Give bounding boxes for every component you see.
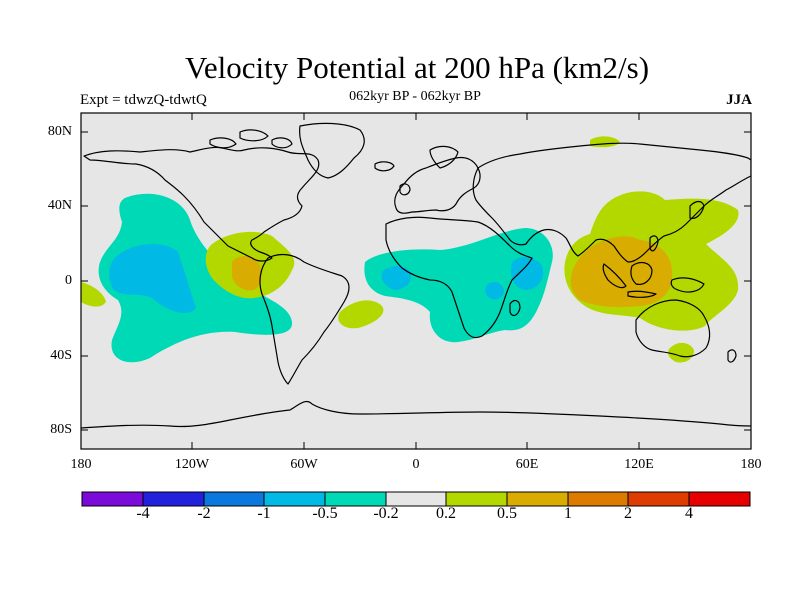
coast-java <box>627 290 657 298</box>
contour-africa-neg05-east <box>510 257 544 290</box>
contour-africa-neg05-south <box>485 282 504 300</box>
colorbar-box-6 <box>385 491 447 507</box>
coast-madagascar <box>509 299 521 317</box>
coast-arctic-islands-2 <box>209 137 237 149</box>
colorbar-box-3 <box>203 491 265 507</box>
coast-greenland <box>299 122 365 179</box>
experiment-label: Expt = tdwzQ-tdwtQ <box>80 92 207 108</box>
coast-scandinavia <box>429 145 459 169</box>
lon-label-120w: 120W <box>174 457 210 472</box>
contour-fill-layer <box>81 136 739 363</box>
lat-label-80n: 80N <box>47 124 72 139</box>
colorbar-box-1 <box>81 491 144 507</box>
colorbar-box-11 <box>688 491 751 507</box>
period-label: 062kyr BP - 062kyr BP <box>349 89 481 104</box>
colorbar-label-4: -0.5 <box>312 505 338 522</box>
lat-label-80s: 80S <box>50 422 72 437</box>
coast-philippines <box>649 235 659 252</box>
contour-pacific-neg05 <box>109 244 196 313</box>
lon-label-60e: 60E <box>515 457 539 472</box>
coast-africa <box>385 216 533 339</box>
coast-british-isles <box>399 183 411 196</box>
coast-japan <box>689 200 705 219</box>
colorbar-label-8: 1 <box>564 505 572 522</box>
coast-south-america <box>259 253 350 385</box>
coast-arctic-islands-1 <box>239 129 269 142</box>
contour-wpacific-pos05 <box>570 236 673 308</box>
coast-borneo <box>630 261 653 285</box>
contour-australia-pos02 <box>668 342 694 363</box>
contour-pacific-pos02 <box>81 282 106 307</box>
coast-sumatra <box>602 263 627 289</box>
coast-new-guinea <box>670 277 705 293</box>
colorbar-label-9: 2 <box>624 505 632 522</box>
lon-label-120e: 120E <box>624 457 654 472</box>
colorbar-label-6: 0.2 <box>436 505 456 522</box>
lon-label-0: 0 <box>412 457 420 472</box>
plot-title: Velocity Potential at 200 hPa (km2/s) <box>184 50 650 85</box>
colorbar-box-7 <box>445 491 508 507</box>
season-label: JJA <box>726 92 752 108</box>
coast-arctic-islands-3 <box>271 137 293 149</box>
coast-iceland <box>374 161 395 172</box>
coastline-layer <box>81 122 751 429</box>
lon-label-60w: 60W <box>290 457 318 472</box>
colorbar-label-3: -1 <box>257 505 271 522</box>
lon-label-180w: 180 <box>70 457 92 472</box>
lat-label-40n: 40N <box>47 198 72 213</box>
contour-africa-neg02 <box>364 228 553 343</box>
colorbar-box-10 <box>627 491 690 507</box>
colorbar-label-1: -4 <box>136 505 150 522</box>
lat-label-40s: 40S <box>50 348 72 363</box>
colorbar-box-2 <box>142 491 205 507</box>
colorbar-box-9 <box>567 491 629 507</box>
lat-label-0: 0 <box>65 273 72 288</box>
lon-tick-marks <box>191 113 640 449</box>
coast-asia <box>472 142 751 263</box>
contour-satlantic-pos02 <box>338 300 384 329</box>
contour-pacific-neg02 <box>98 193 293 363</box>
coast-europe <box>394 156 481 214</box>
colorbar-label-7: 0.5 <box>497 505 517 522</box>
coast-antarctica <box>81 400 751 429</box>
colorbar-label-5: -0.2 <box>373 505 399 522</box>
colorbar-label-10: 4 <box>685 505 693 522</box>
colorbar-box-4 <box>263 491 326 507</box>
coast-australia <box>635 299 711 358</box>
contour-camerica-pos05 <box>232 256 262 291</box>
colorbar-box-5 <box>324 491 387 507</box>
contour-africa-neg05-west <box>381 266 411 290</box>
colorbar-label-2: -2 <box>197 505 211 522</box>
colorbar <box>81 491 751 507</box>
lat-tick-marks <box>81 131 751 431</box>
coast-north-america <box>83 146 320 262</box>
lon-label-180e: 180 <box>740 457 762 472</box>
coast-new-zealand <box>727 349 737 363</box>
colorbar-box-8 <box>506 491 569 507</box>
